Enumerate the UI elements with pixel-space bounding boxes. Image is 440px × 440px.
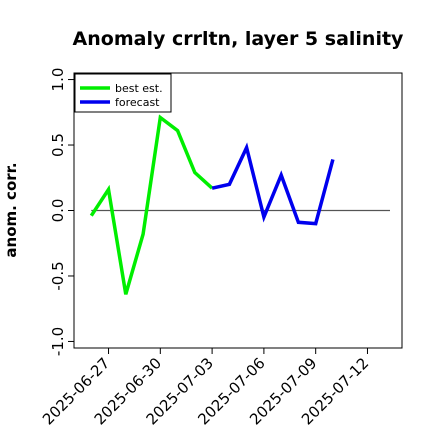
legend-label-best-est: best est. — [115, 82, 163, 95]
axis-layer: -1.0-0.50.00.51.02025-06-272025-06-30202… — [39, 68, 372, 429]
y-tick-label: -0.5 — [49, 261, 67, 290]
y-tick-label: -1.0 — [49, 327, 67, 356]
chart-title: Anomaly crrltn, layer 5 salinity — [73, 28, 404, 50]
legend: best est. forecast — [74, 73, 172, 113]
legend-box — [74, 73, 172, 113]
y-tick-label: 0.5 — [49, 133, 67, 157]
y-tick-label: 1.0 — [49, 68, 67, 92]
y-tick-label: 0.0 — [49, 199, 67, 223]
legend-label-forecast: forecast — [115, 96, 160, 109]
series-line-forecast — [211, 142, 335, 226]
series-layer — [89, 114, 335, 295]
series-line-best-est — [89, 114, 214, 295]
y-axis-label: anom. corr. — [2, 162, 20, 257]
